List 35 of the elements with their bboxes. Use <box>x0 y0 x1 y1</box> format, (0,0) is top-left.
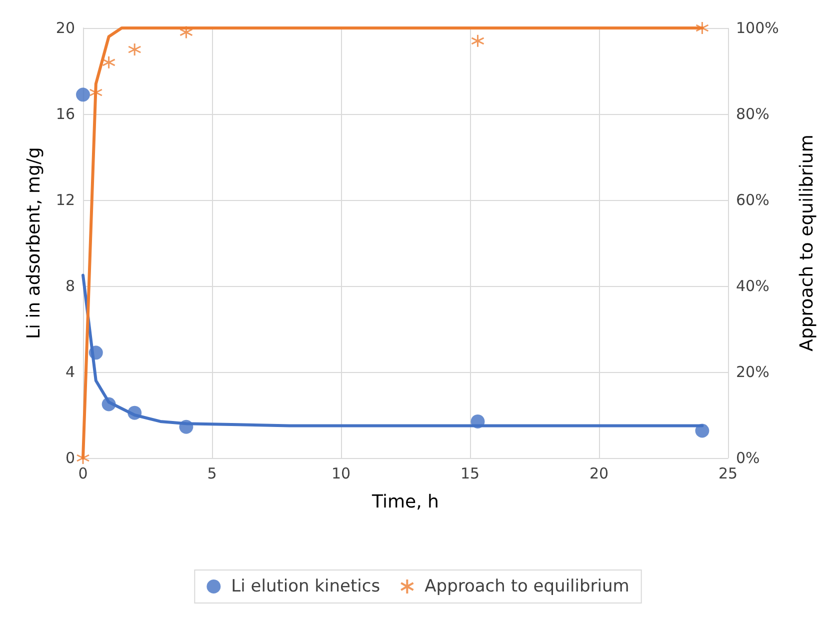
point <box>179 26 193 40</box>
y-tick-label: 16 <box>56 105 75 123</box>
y-tick-label: 12 <box>56 191 75 209</box>
y-axis-title: Li in adsorbent, mg/g <box>24 147 44 339</box>
x-tick-label: 15 <box>460 464 480 482</box>
point <box>470 34 484 48</box>
y-tick-label: 4 <box>65 363 75 381</box>
point <box>102 56 116 70</box>
x-tick-label: 10 <box>331 464 351 482</box>
legend-label: Li elution kinetics <box>231 576 380 596</box>
y2-axis-title: Approach to equilibrium <box>796 134 818 352</box>
x-tick-label: 0 <box>78 464 88 482</box>
x-tick-label: 25 <box>718 464 738 482</box>
point <box>76 88 90 102</box>
point <box>128 42 142 56</box>
y2-tick-label: 100% <box>736 19 779 37</box>
point <box>128 406 142 420</box>
point <box>179 420 194 434</box>
point <box>695 21 709 35</box>
y2-tick-label: 0% <box>736 449 760 467</box>
x-tick-label: 5 <box>207 464 217 482</box>
y2-tick-label: 60% <box>736 191 770 209</box>
y2-tick-label: 40% <box>736 277 770 295</box>
x-tick-label: 20 <box>589 464 609 482</box>
x-axis-title: Time, h <box>371 492 439 512</box>
y-tick-label: 0 <box>65 449 75 467</box>
legend-label: Approach to equilibrium <box>424 576 630 596</box>
point <box>695 424 710 438</box>
point <box>88 346 103 360</box>
point <box>470 414 485 428</box>
y-tick-label: 8 <box>65 277 75 295</box>
y2-tick-label: 20% <box>736 363 770 381</box>
y-tick-label: 20 <box>56 19 75 37</box>
y2-tick-label: 80% <box>736 105 770 123</box>
point <box>102 397 116 412</box>
